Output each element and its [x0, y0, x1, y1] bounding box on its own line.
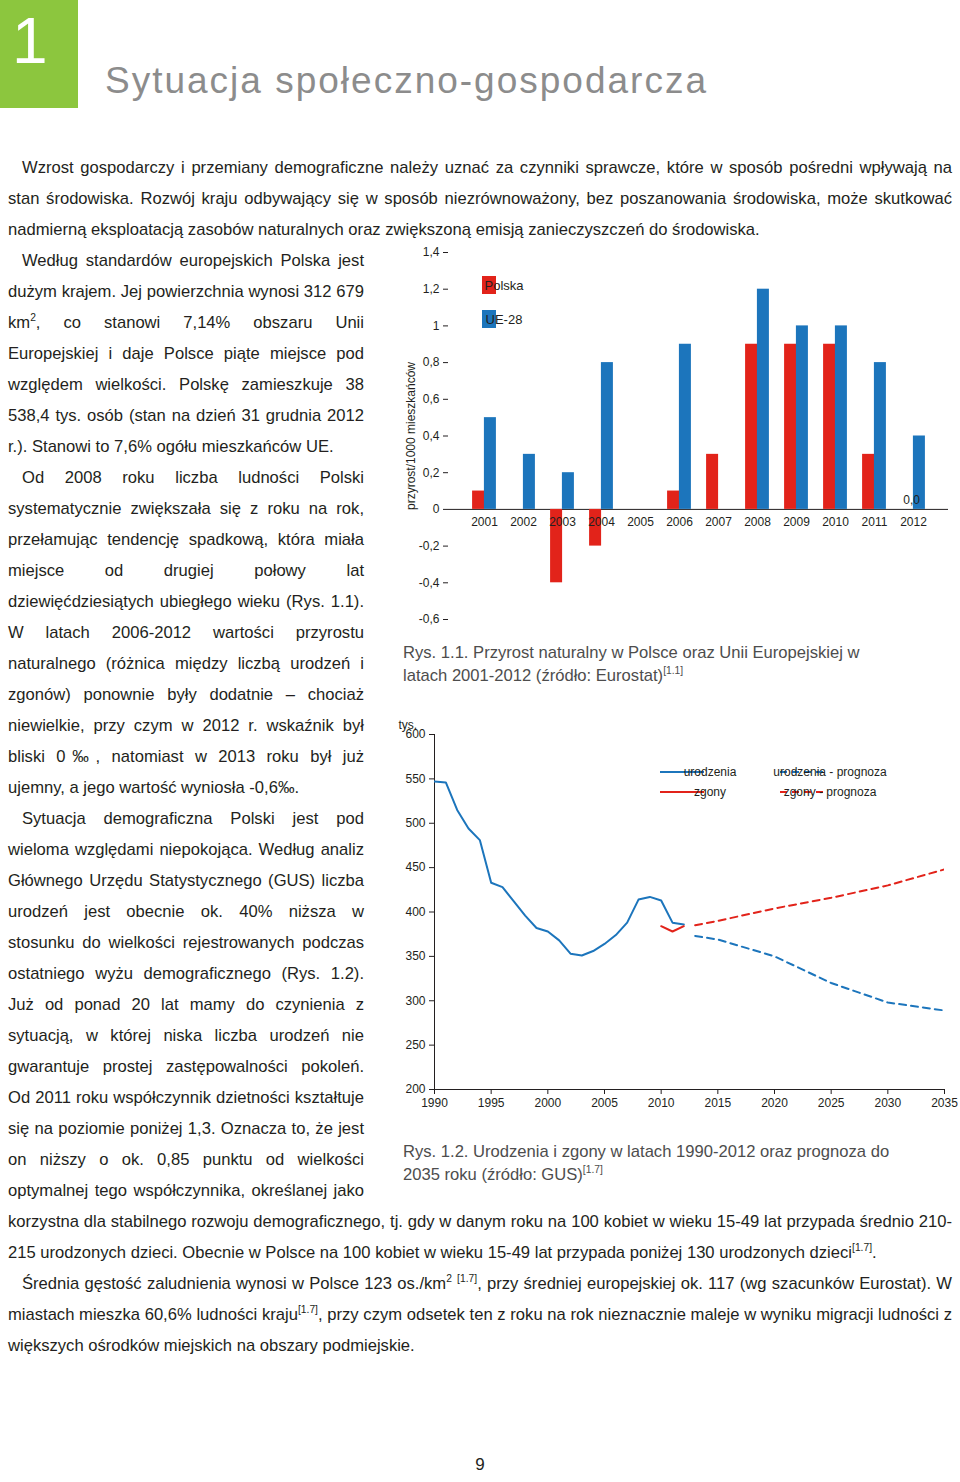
svg-text:2005: 2005	[591, 1096, 618, 1110]
svg-text:1990: 1990	[421, 1096, 448, 1110]
svg-text:UE-28: UE-28	[486, 312, 523, 327]
svg-text:2007: 2007	[705, 515, 732, 529]
svg-text:200: 200	[405, 1082, 425, 1096]
svg-text:2006: 2006	[666, 515, 693, 529]
svg-text:550: 550	[405, 772, 425, 786]
svg-text:350: 350	[405, 949, 425, 963]
svg-text:1: 1	[433, 319, 440, 333]
svg-text:250: 250	[405, 1038, 425, 1052]
svg-text:2004: 2004	[588, 515, 615, 529]
svg-text:400: 400	[405, 905, 425, 919]
svg-text:2011: 2011	[862, 515, 888, 529]
svg-text:2010: 2010	[648, 1096, 675, 1110]
svg-text:Polska: Polska	[484, 278, 524, 293]
svg-text:zgony: zgony	[694, 785, 726, 799]
svg-text:zgony - prognoza: zgony - prognoza	[784, 785, 877, 799]
svg-text:0: 0	[433, 502, 440, 516]
svg-text:urodzenia - prognoza: urodzenia - prognoza	[773, 765, 887, 779]
svg-text:1,2: 1,2	[423, 282, 440, 296]
svg-text:przyrost/1000 mieszkańców: przyrost/1000 mieszkańców	[404, 362, 418, 510]
svg-text:0,0: 0,0	[903, 493, 920, 507]
svg-text:0,6: 0,6	[423, 392, 440, 406]
svg-text:2001: 2001	[471, 515, 498, 529]
svg-text:0,2: 0,2	[423, 466, 440, 480]
svg-text:2003: 2003	[549, 515, 576, 529]
svg-text:2005: 2005	[627, 515, 654, 529]
svg-text:300: 300	[405, 994, 425, 1008]
svg-text:-0,6: -0,6	[419, 612, 440, 626]
svg-text:2012: 2012	[900, 515, 927, 529]
svg-text:1,4: 1,4	[423, 245, 440, 259]
svg-text:0,4: 0,4	[423, 429, 440, 443]
svg-text:2030: 2030	[874, 1096, 901, 1110]
svg-text:2020: 2020	[761, 1096, 788, 1110]
svg-text:0,8: 0,8	[423, 355, 440, 369]
svg-text:-0,4: -0,4	[419, 576, 440, 590]
svg-text:2010: 2010	[822, 515, 849, 529]
svg-text:2015: 2015	[704, 1096, 731, 1110]
svg-text:1995: 1995	[478, 1096, 505, 1110]
svg-text:tys.: tys.	[399, 718, 418, 732]
svg-text:2035: 2035	[931, 1096, 958, 1110]
svg-text:2000: 2000	[534, 1096, 561, 1110]
svg-text:-0,2: -0,2	[419, 539, 440, 553]
svg-text:2025: 2025	[818, 1096, 845, 1110]
svg-text:500: 500	[405, 816, 425, 830]
svg-text:2002: 2002	[510, 515, 537, 529]
svg-text:2008: 2008	[744, 515, 771, 529]
svg-text:450: 450	[405, 860, 425, 874]
svg-text:urodzenia: urodzenia	[684, 765, 737, 779]
svg-text:2009: 2009	[783, 515, 810, 529]
